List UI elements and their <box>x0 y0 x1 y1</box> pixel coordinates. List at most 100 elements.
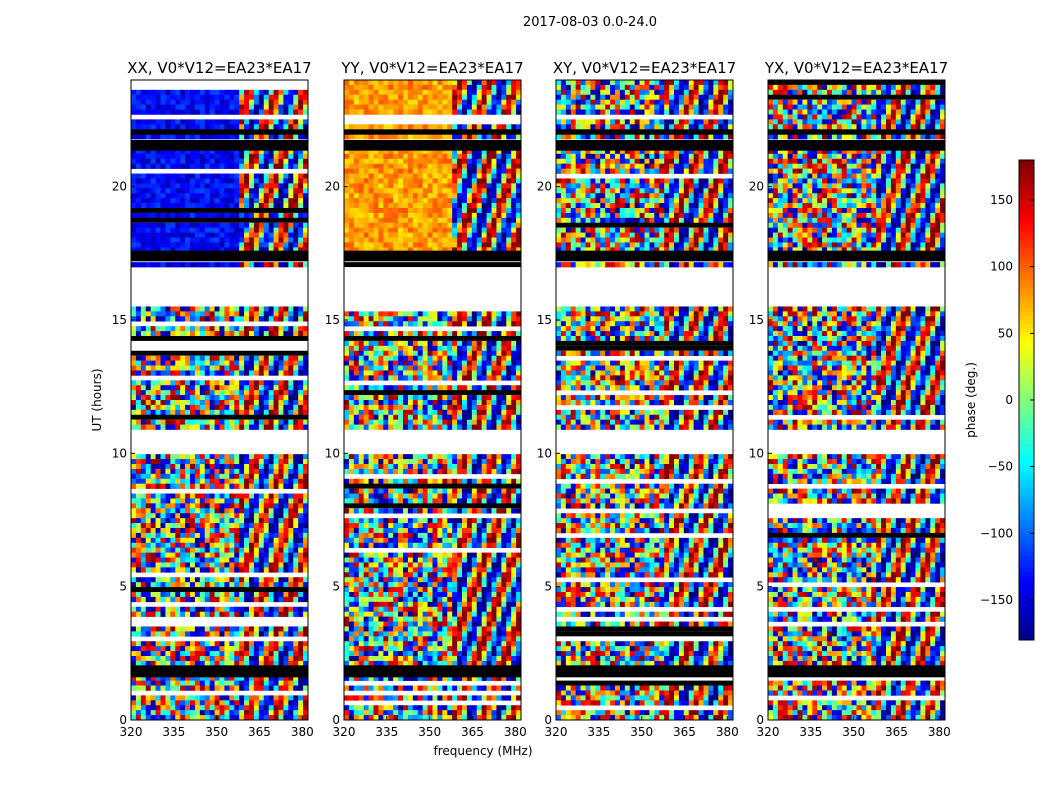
heatmap-cell <box>224 542 230 548</box>
heatmap-cell <box>155 365 161 371</box>
heatmap-cell <box>481 173 487 179</box>
heatmap-cell <box>501 163 507 169</box>
heatmap-cell <box>496 247 502 253</box>
heatmap-cell <box>496 208 502 214</box>
heatmap-cell <box>491 311 497 317</box>
heatmap-cell <box>214 178 220 184</box>
heatmap-cell <box>140 651 147 657</box>
heatmap-cell <box>229 557 235 563</box>
heatmap-cell <box>283 424 289 430</box>
heatmap-cell <box>303 503 309 509</box>
heatmap-cell <box>131 193 137 199</box>
heatmap-cell <box>348 198 355 204</box>
heatmap-cell <box>268 395 274 401</box>
heatmap-cell <box>383 385 389 391</box>
heatmap-cell <box>244 503 250 509</box>
heatmap-cell <box>140 596 147 603</box>
heatmap-cell <box>150 306 156 312</box>
heatmap-cell <box>437 104 443 110</box>
heatmap-cell <box>160 592 166 598</box>
heatmap-cell <box>185 567 191 573</box>
heatmap-cell <box>150 606 156 612</box>
heatmap-cell <box>283 596 289 603</box>
heatmap-cell <box>427 360 433 366</box>
heatmap-cell <box>131 577 137 583</box>
heatmap-cell <box>442 153 448 160</box>
heatmap-cell <box>442 247 448 253</box>
heatmap-cell <box>190 424 196 430</box>
heatmap-cell <box>344 365 350 371</box>
heatmap-cell <box>457 414 463 420</box>
heatmap-cell <box>437 345 443 352</box>
heatmap-cell <box>135 646 142 652</box>
heatmap-cell <box>160 395 166 401</box>
heatmap-cell <box>432 331 438 337</box>
heatmap-cell <box>190 212 196 219</box>
heatmap-cell <box>344 193 350 199</box>
heatmap-cell <box>239 493 245 499</box>
heatmap-cell <box>155 596 161 603</box>
heatmap-cell <box>190 247 196 253</box>
heatmap-cell <box>506 311 512 317</box>
heatmap-cell <box>422 237 428 243</box>
heatmap-cell <box>293 464 299 470</box>
heatmap-cell <box>358 203 364 209</box>
heatmap-cell <box>135 227 142 233</box>
heatmap-cell <box>432 242 438 248</box>
heatmap-cell <box>175 468 181 475</box>
heatmap-cell <box>160 390 166 396</box>
heatmap-cell <box>496 84 502 91</box>
heatmap-cell <box>244 326 250 332</box>
heatmap-cell <box>288 513 294 519</box>
heatmap-cell <box>140 188 147 194</box>
heatmap-cell <box>378 193 384 199</box>
heatmap-cell <box>422 419 428 425</box>
heatmap-cell <box>442 80 448 86</box>
heatmap-cell <box>501 188 507 194</box>
heatmap-cell <box>224 395 230 401</box>
heatmap-cell <box>471 247 478 253</box>
heatmap-cell <box>135 528 142 534</box>
heatmap-cell <box>165 552 171 558</box>
heatmap-cell <box>511 316 517 322</box>
heatmap-cell <box>229 227 235 233</box>
heatmap-cell <box>412 94 419 100</box>
heatmap-cell <box>273 542 279 548</box>
heatmap-cell <box>486 208 492 214</box>
heatmap-cell <box>388 375 394 381</box>
heatmap-cell <box>204 360 210 366</box>
heatmap-cell <box>491 168 497 174</box>
heatmap-cell <box>234 400 240 406</box>
heatmap-cell <box>378 311 384 317</box>
heatmap-cell <box>214 685 220 691</box>
heatmap-cell <box>219 311 225 317</box>
heatmap-cell <box>486 99 492 105</box>
heatmap-cell <box>140 173 147 179</box>
heatmap-cell <box>511 217 517 224</box>
heatmap-cell <box>283 409 289 416</box>
heatmap-cell <box>403 375 409 381</box>
heatmap-cell <box>344 395 350 401</box>
heatmap-cell <box>219 419 225 425</box>
heatmap-cell <box>249 518 255 524</box>
heatmap-cell <box>373 94 379 100</box>
heatmap-cell <box>224 592 230 598</box>
heatmap-cell <box>249 247 255 253</box>
heatmap-cell <box>273 306 279 312</box>
heatmap-cell <box>239 237 245 243</box>
heatmap-cell <box>160 326 166 332</box>
heatmap-cell <box>491 331 497 337</box>
heatmap-cell <box>155 119 161 125</box>
heatmap-cell <box>412 419 419 425</box>
heatmap-cell <box>199 331 206 337</box>
heatmap-cell <box>462 99 468 105</box>
heatmap-cell <box>278 508 284 514</box>
heatmap-cell <box>214 390 220 396</box>
heatmap-cell <box>403 208 409 214</box>
heatmap-cell <box>165 365 171 371</box>
heatmap-cell <box>373 208 379 214</box>
heatmap-cell <box>160 513 166 519</box>
heatmap-cell <box>180 390 186 396</box>
heatmap-cell <box>417 148 423 155</box>
